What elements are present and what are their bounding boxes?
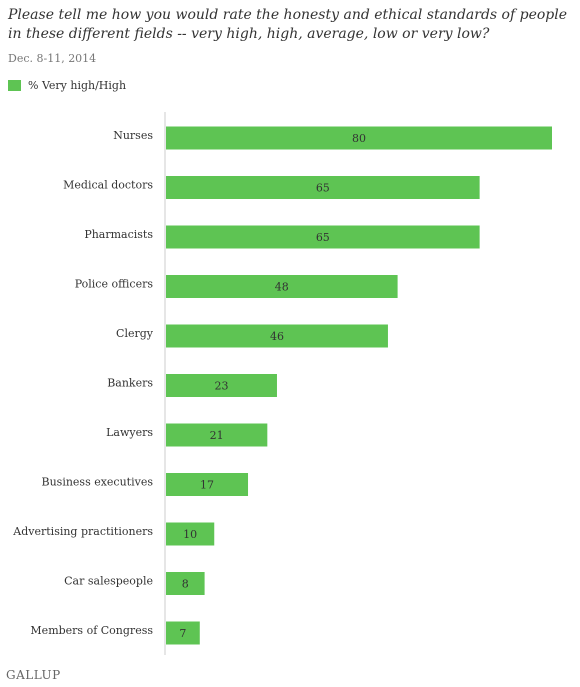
category-label: Members of Congress [30,624,153,637]
legend-swatch [8,80,21,91]
category-label: Business executives [42,476,154,489]
category-label: Nurses [113,129,153,142]
value-label: 10 [183,528,197,541]
legend-label: % Very high/High [28,79,127,92]
gallup-logo: GALLUP [6,668,61,682]
category-label: Police officers [75,278,154,291]
bar [166,572,205,595]
chart-title: Please tell me how you would rate the ho… [8,7,568,42]
bar [166,324,388,348]
legend: % Very high/High [8,79,126,92]
bar [166,374,277,397]
value-label: 65 [316,231,330,244]
category-label: Advertising practitioners [12,525,153,538]
value-label: 48 [275,281,289,294]
value-label: 17 [200,479,214,492]
bar [166,176,480,199]
category-label: Car salespeople [64,575,153,588]
value-label: 8 [182,578,189,591]
category-label: Pharmacists [84,228,153,241]
bar [166,225,480,249]
value-label: 7 [179,627,186,640]
bar [166,126,552,150]
bar [166,473,249,496]
value-label: 23 [214,380,228,393]
category-label: Clergy [116,327,154,340]
bar [166,423,268,447]
value-label: 65 [316,182,330,195]
bar [166,621,200,645]
bar [166,522,215,546]
category-label: Lawyers [106,426,153,439]
category-label: Medical doctors [63,179,153,192]
value-label: 46 [270,330,284,343]
chart-subtitle: Dec. 8-11, 2014 [8,52,97,65]
value-label: 21 [210,429,224,442]
value-label: 80 [352,132,366,145]
category-label: Bankers [107,377,153,390]
bar [166,275,398,298]
